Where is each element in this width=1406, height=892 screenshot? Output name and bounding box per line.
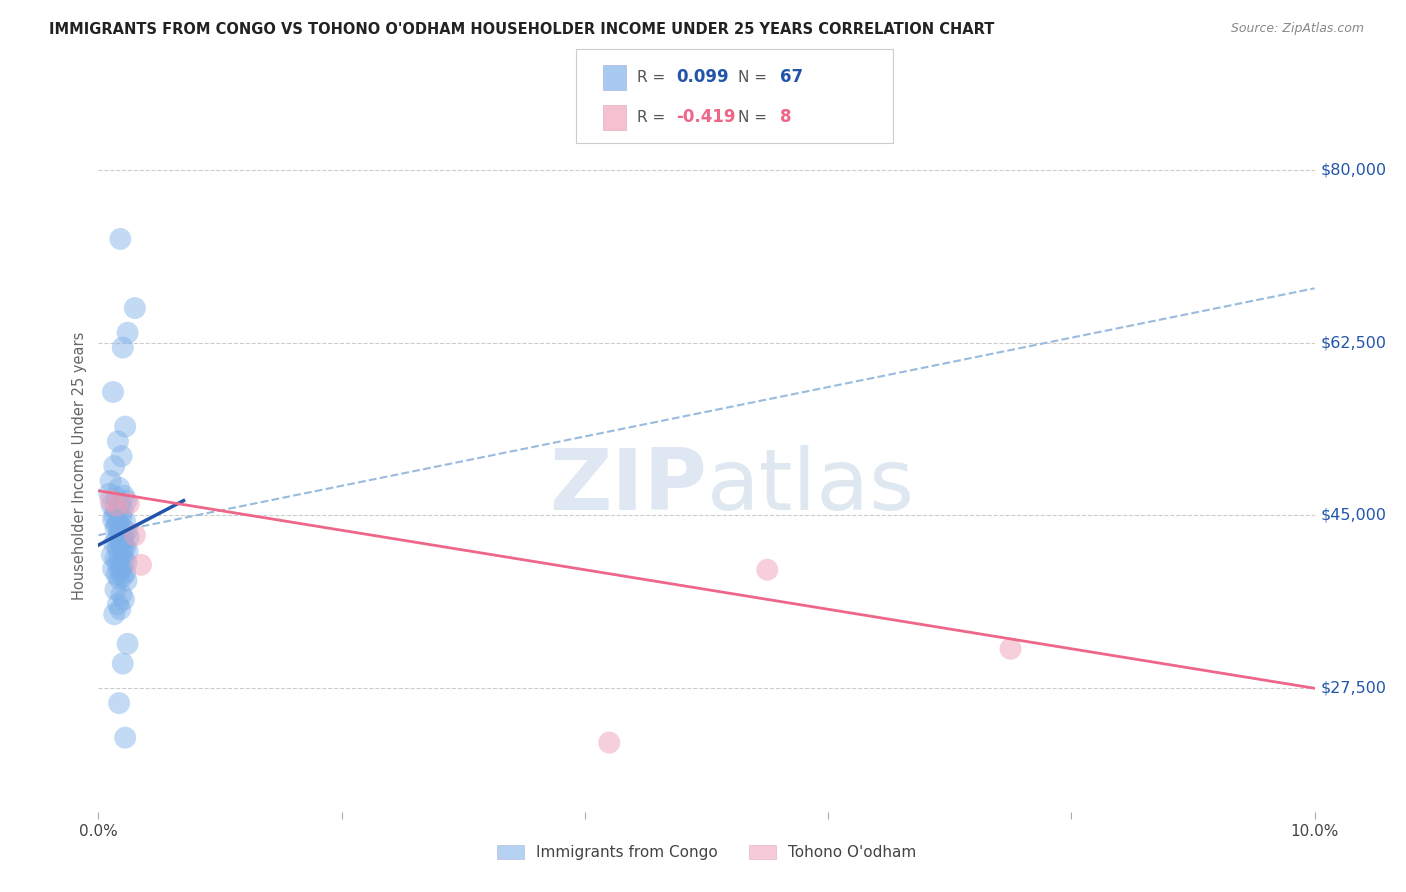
Text: $45,000: $45,000 [1320,508,1386,523]
Text: 0.099: 0.099 [676,69,728,87]
Text: 67: 67 [780,69,803,87]
Point [110,497,132,511]
Point [115,556,138,570]
Point [110,534,132,549]
Point [114,514,136,528]
Point [115,574,138,588]
Point [114,566,136,580]
Point [104,500,127,515]
Point [105,567,128,582]
Point [124,528,146,542]
Point [103,458,125,473]
Text: 8: 8 [780,108,792,126]
Point [107,434,129,449]
Point [118,530,141,544]
Point [105,491,128,505]
Point [101,499,124,513]
Text: IMMIGRANTS FROM CONGO VS TOHONO O'ODHAM HOUSEHOLDER INCOME UNDER 25 YEARS CORREL: IMMIGRANTS FROM CONGO VS TOHONO O'ODHAM … [49,22,994,37]
Point [115,493,138,508]
Text: $62,500: $62,500 [1320,335,1386,351]
Point [598,735,620,749]
Point [110,564,132,578]
Point [115,524,138,539]
Point [107,558,129,572]
Point [124,301,146,315]
Point [110,528,132,542]
Point [111,546,134,560]
Point [1000,641,1022,656]
Point [107,598,129,612]
Point [110,559,132,574]
Point [756,563,779,577]
Text: Source: ZipAtlas.com: Source: ZipAtlas.com [1230,22,1364,36]
Text: -0.419: -0.419 [676,108,735,126]
Point [112,592,135,607]
Point [118,497,141,511]
Text: R =: R = [637,110,671,125]
Point [101,512,124,526]
Point [110,587,132,601]
Point [104,520,127,534]
Point [101,562,124,576]
Point [110,232,132,246]
Point [100,493,122,508]
Point [98,487,121,501]
Point [112,554,135,568]
Point [110,449,132,463]
Text: R =: R = [637,70,671,85]
Point [111,503,134,517]
Point [108,481,131,495]
Point [103,607,125,622]
Point [105,518,128,533]
Legend: Immigrants from Congo, Tohono O'odham: Immigrants from Congo, Tohono O'odham [491,839,922,866]
Point [104,582,127,597]
Point [104,552,127,566]
Point [110,510,132,524]
Text: atlas: atlas [707,445,914,528]
Point [107,516,129,531]
Text: $27,500: $27,500 [1320,681,1386,696]
Text: N =: N = [738,110,772,125]
Point [105,499,128,513]
Point [108,572,131,586]
Text: N =: N = [738,70,772,85]
Point [110,538,132,552]
Point [114,419,136,434]
Point [108,549,131,564]
Point [101,384,124,399]
Text: ZIP: ZIP [548,445,707,528]
Point [111,657,134,671]
Point [105,532,128,546]
Point [103,536,125,550]
Point [114,731,136,745]
Point [114,540,136,554]
Y-axis label: Householder Income Under 25 years: Householder Income Under 25 years [72,332,87,600]
Text: $80,000: $80,000 [1320,162,1386,178]
Point [112,528,135,542]
Point [110,518,132,533]
Point [108,696,131,710]
Point [111,570,134,584]
Point [117,544,139,558]
Point [108,526,131,541]
Point [117,637,139,651]
Point [129,558,152,572]
Point [111,341,134,355]
Point [100,474,122,488]
Point [107,507,129,521]
Point [117,326,139,340]
Point [101,548,124,562]
Point [111,522,134,536]
Point [110,602,132,616]
Point [107,541,129,557]
Point [103,508,125,523]
Point [112,538,135,552]
Point [112,489,135,503]
